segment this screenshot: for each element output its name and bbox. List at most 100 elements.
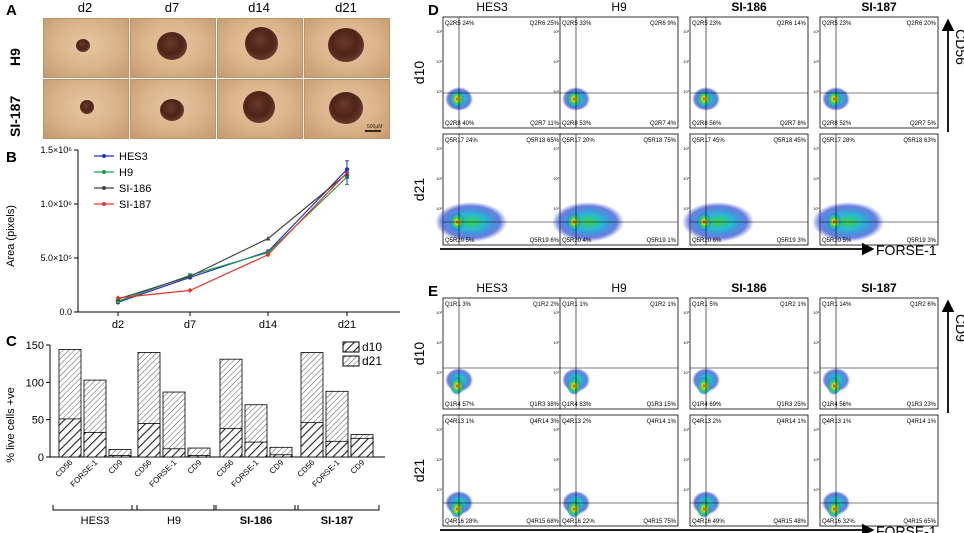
micrograph-si187-d21: 500µM <box>304 79 390 139</box>
group-bracket <box>52 505 138 511</box>
spheroid <box>157 32 187 60</box>
event-density-peak <box>697 90 711 108</box>
quadrant-label-ur: Q4R14 1% <box>647 419 677 425</box>
e-column-title: H9 <box>611 281 627 295</box>
d-row-label: d10 <box>411 61 427 85</box>
quadrant-label-lr: Q5R19 3% <box>777 238 807 244</box>
axis-tick-label: 10² <box>553 176 559 181</box>
micrograph-h9-d14 <box>217 18 303 78</box>
legend-label-d10: d10 <box>362 340 382 354</box>
axis-tick-label: 10¹ <box>553 89 559 94</box>
legend-label-si-186: SI-186 <box>119 183 151 195</box>
y-tick-label: 0 <box>38 452 44 464</box>
axis-tick-label: 10³ <box>436 310 442 315</box>
x-tick-label: d7 <box>184 319 196 331</box>
quadrant-label-lr: Q1R3 25% <box>777 402 807 408</box>
event-density-peak <box>697 500 711 518</box>
quadrant-label-ll: Q1R4 69% <box>692 402 722 408</box>
axis-tick-label: 10¹ <box>683 206 689 211</box>
e-y-axis-label: CD9 <box>953 314 964 342</box>
y-tick-label: 50 <box>32 415 44 427</box>
quadrant-label-ur: Q1R2 2% <box>533 302 560 308</box>
panel-label-d: D <box>428 2 439 19</box>
axis-tick-label: 10² <box>683 340 689 345</box>
axis-tick-label: 10³ <box>553 427 559 432</box>
axis-tick-label: 10² <box>683 176 689 181</box>
quadrant-label-lr: Q2R7 11% <box>530 121 560 127</box>
spheroid <box>329 92 363 124</box>
axis-tick-label: 10³ <box>813 427 819 432</box>
quadrant-label-ll: Q1R4 56% <box>822 402 852 408</box>
spheroid <box>80 100 94 114</box>
quadrant-label-lr: Q4R15 68% <box>526 519 559 525</box>
d-x-axis-label: FORSE-1 <box>876 242 937 258</box>
quadrant-label-ul: Q1R1 3% <box>445 302 472 308</box>
d-row-label: d21 <box>411 178 427 202</box>
quadrant-label-ul: Q5R17 20% <box>562 138 595 144</box>
axis-tick-label: 10² <box>553 340 559 345</box>
micrograph-h9-d2 <box>43 18 129 78</box>
axis-tick-label: 10² <box>813 59 819 64</box>
quadrant-label-lr: Q2R7 5% <box>910 121 937 127</box>
series-line-si-186 <box>117 173 348 300</box>
col-title-d14: d14 <box>248 0 270 15</box>
quadrant-label-ur: Q5R18 75% <box>643 138 676 144</box>
quadrant-label-ur: Q2R6 20% <box>907 21 937 27</box>
bar-d10 <box>187 455 211 458</box>
axis-tick-label: 10² <box>436 59 442 64</box>
d-scatter-plot <box>819 16 939 129</box>
d-scatter-plot <box>442 16 562 129</box>
d-scatter-plot <box>689 16 809 129</box>
quadrant-label-lr: Q5R19 3% <box>907 238 937 244</box>
e-x-axis-label: FORSE-1 <box>876 523 937 533</box>
quadrant-label-ll: Q5R20 6% <box>692 238 722 244</box>
axis-tick-label: 10¹ <box>553 206 559 211</box>
event-density-peak <box>450 377 464 395</box>
axis-tick-label: 10³ <box>436 146 442 151</box>
quadrant-label-ll: Q2R8 56% <box>692 121 722 127</box>
axis-tick-label: 10¹ <box>683 487 689 492</box>
axis-tick-label: 10³ <box>436 427 442 432</box>
quadrant-label-ur: Q1R2 1% <box>650 302 677 308</box>
bar-d10 <box>83 431 107 458</box>
axis-tick-label: 10¹ <box>813 370 819 375</box>
quadrant-label-ll: Q5R20 4% <box>562 238 592 244</box>
event-density-peak <box>567 377 581 395</box>
panel-label-e: E <box>428 283 439 300</box>
quadrant-label-ll: Q5R20 5% <box>822 238 852 244</box>
legend-marker <box>102 170 106 174</box>
d-scatter-plot <box>559 16 679 129</box>
data-point-si-187 <box>115 295 121 301</box>
quadrant-label-ll: Q4R16 32% <box>822 519 855 525</box>
axis-tick-label: 10¹ <box>436 487 442 492</box>
quadrant-label-lr: Q1R3 15% <box>647 402 677 408</box>
legend-label-si-187: SI-187 <box>119 199 151 211</box>
e-column-title: SI-187 <box>861 281 897 295</box>
legend-marker <box>102 154 106 158</box>
bar-d10 <box>162 448 186 458</box>
quadrant-label-ul: Q1R1 1% <box>562 302 589 308</box>
spheroid <box>328 28 364 62</box>
quadrant-label-ll: Q5R20 5% <box>445 238 475 244</box>
panel-label-a: A <box>6 2 17 19</box>
x-tick-label: d14 <box>259 319 277 331</box>
quadrant-label-ur: Q5R18 45% <box>773 138 806 144</box>
panel-label-b: B <box>6 149 17 166</box>
col-title-d21: d21 <box>335 0 357 15</box>
y-axis-title: Area (pixels) <box>5 205 17 267</box>
quadrant-label-lr: Q4R15 65% <box>903 519 936 525</box>
x-tick-label: d21 <box>338 319 356 331</box>
y-tick-label: 5.0×10⁵ <box>40 253 72 263</box>
axis-tick-label: 10² <box>683 59 689 64</box>
axis-tick-label: 10¹ <box>553 487 559 492</box>
axis-tick-label: 10² <box>813 340 819 345</box>
scale-bar <box>365 130 381 132</box>
legend-marker <box>102 202 106 206</box>
quadrant-label-ll: Q2R8 52% <box>822 121 852 127</box>
bar-d10 <box>137 422 161 458</box>
legend-label-hes3: HES3 <box>119 151 148 163</box>
y-tick-label: 0.0 <box>59 307 72 317</box>
quadrant-label-lr: Q5R19 6% <box>530 238 560 244</box>
